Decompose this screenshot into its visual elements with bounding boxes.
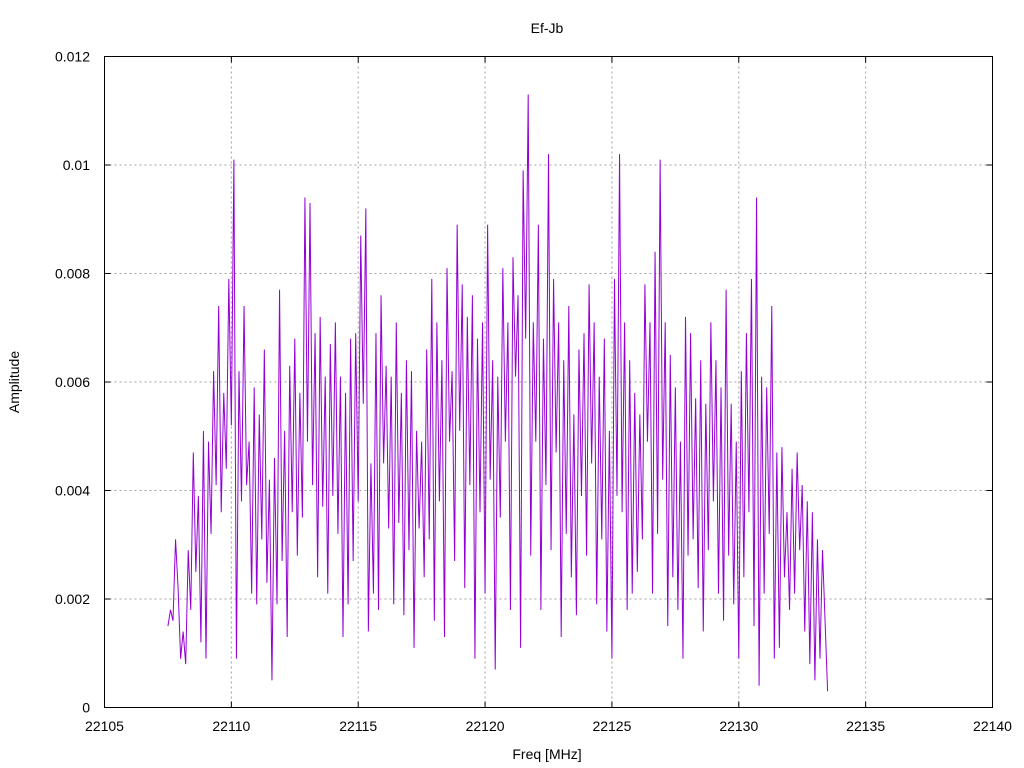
y-tick-label: 0.004 — [55, 483, 90, 499]
series-line — [167, 94, 829, 692]
y-tick-label: 0.002 — [55, 591, 90, 607]
x-axis-label: Freq [MHz] — [512, 746, 581, 762]
y-tick-label: 0.006 — [55, 374, 90, 390]
y-tick-label: 0.01 — [63, 157, 90, 173]
x-tick-label: 22105 — [85, 718, 124, 734]
y-tick-label: 0.008 — [55, 266, 90, 282]
tick-labels: 22105 22110 22115 22120 22125 22130 22135 22140… — [55, 49, 1012, 735]
x-tick-label: 22110 — [212, 718, 250, 734]
x-tick-label: 22115 — [339, 718, 377, 734]
x-tick-label: 22140 — [973, 718, 1012, 734]
series-group — [167, 94, 829, 692]
x-tick-label: 22135 — [846, 718, 885, 734]
axis-ticks — [104, 56, 993, 708]
y-axis-label: Amplitude — [6, 351, 22, 413]
x-tick-label: 22125 — [592, 718, 631, 734]
y-tick-label: 0.012 — [55, 49, 90, 65]
x-tick-label: 22130 — [719, 718, 758, 734]
x-tick-label: 22120 — [466, 718, 505, 734]
chart-title: Ef-Jb — [531, 20, 564, 36]
y-tick-label: 0 — [82, 700, 90, 716]
